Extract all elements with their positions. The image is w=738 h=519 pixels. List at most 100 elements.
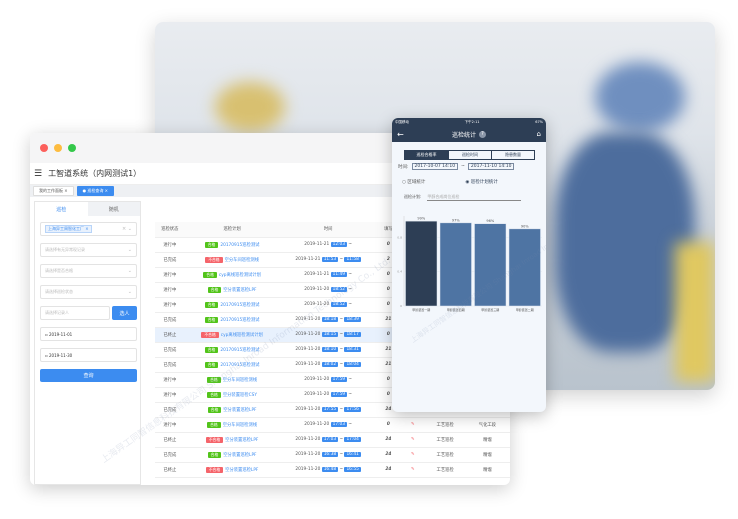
time-cell: 2019-11-20 17:03 ~ <box>279 417 377 433</box>
home-icon[interactable]: ⌂ <box>536 130 541 138</box>
maximize-dot-icon[interactable] <box>68 144 76 152</box>
col-time: 时间 <box>279 222 377 238</box>
menu-icon[interactable]: ☰ <box>34 168 43 179</box>
start-time: 11:49 <box>330 272 347 277</box>
result-badge: 不合格 <box>201 331 219 338</box>
x-tick-label: 甲醇装置一期 <box>412 307 430 312</box>
plan-link[interactable]: 空分车间巡检测线 <box>222 422 258 428</box>
plan-input[interactable]: 甲醇合成岗位巡检 <box>427 194 522 201</box>
x-tick-label: 甲醇装置二期 <box>516 307 534 312</box>
query-button[interactable]: 查询 <box>40 369 137 382</box>
plan-link[interactable]: 20170915巡检测试 <box>220 317 260 323</box>
date: 2019-11-20 <box>295 467 321 472</box>
data-label: 90% <box>521 224 529 228</box>
area-cell: 精馏 <box>464 432 510 448</box>
status-cell: 已完成 <box>155 402 185 418</box>
tab-my-dashboard[interactable]: 我的工作面板 × <box>33 186 74 196</box>
edit-icon[interactable]: ✎ <box>400 432 426 448</box>
time-from-field[interactable]: 2017-10-07 14:10 <box>411 163 459 170</box>
segment-hazards[interactable]: 隐患数量 <box>491 151 534 159</box>
plan-link[interactable]: 20170915巡检测试 <box>220 362 260 368</box>
start-time: 11:53 <box>321 257 339 262</box>
table-row[interactable]: 已终止 不合格 空分装置巡检LPF 2019-11-20 16:48 ~ 16:5… <box>155 462 510 478</box>
area-cell: 精馏 <box>464 447 510 463</box>
chevron-down-icon: × ⌄ <box>122 226 132 232</box>
time-to-field[interactable]: 2017-11-10 14:10 <box>467 163 515 170</box>
type-cell: 工艺巡检 <box>425 462 465 478</box>
tab-inspection-query[interactable]: ● 巡检查询 × <box>76 186 115 196</box>
y-tick-label: 0.4 <box>397 270 402 274</box>
placeholder: 请选择有无异常现记录 <box>45 247 85 252</box>
status-cell: 已终止 <box>155 462 185 478</box>
recorder-input[interactable]: 请选择记录人 <box>40 306 110 320</box>
plan-link[interactable]: 空分装置巡检LPF <box>223 452 257 458</box>
result-badge: 合格 <box>207 451 222 458</box>
clock: 下午2:11 <box>464 119 480 124</box>
qualified-select[interactable]: 请选择是否合格 ⌄ <box>40 264 137 278</box>
plan-link[interactable]: 空分装置巡检LPF <box>225 467 259 473</box>
result-badge: 不合格 <box>205 256 223 263</box>
plan-cell: 合格 cyp离线巡检测试计划 <box>184 267 280 283</box>
radio-area[interactable]: ○ 区域统计 <box>402 180 426 185</box>
start-time: 18:15 <box>321 332 339 337</box>
date-from-field[interactable]: ▫ 2019-11-01 <box>40 327 137 341</box>
status-cell: 进行中 <box>155 237 185 253</box>
plan-link[interactable]: 空分车间巡检测线 <box>222 377 258 383</box>
time-cell: 2019-11-20 17:59 ~ <box>279 372 377 388</box>
status-cell: 已终止 <box>155 432 185 448</box>
plan-link[interactable]: cyp离线巡检测试计划 <box>218 272 261 278</box>
plan-cell: 不合格 cyp离线巡检测试计划 <box>184 327 280 343</box>
phone-screen: 中国移动 下午2:11 67% ← 巡检统计 ? ⌂ 巡检合格率 巡检时间 隐患数量… <box>392 118 546 412</box>
status-cell: 已完成 <box>155 357 185 373</box>
data-label: 96% <box>486 219 494 223</box>
time-cell: 2019-11-21 11:53 ~ 11:58 <box>279 252 377 268</box>
plan-link[interactable]: 空分车间巡检测线 <box>224 257 259 263</box>
type-cell: 工艺巡检 <box>425 447 465 463</box>
status-cell: 进行中 <box>155 372 185 388</box>
plan-link[interactable]: 空分装置巡检LPF <box>223 287 257 293</box>
edit-icon[interactable]: ✎ <box>400 417 426 433</box>
status-select[interactable]: 请选择巡检状态 ⌄ <box>40 285 137 299</box>
plan-cell: 合格 20170915巡检测试 <box>184 237 280 253</box>
tab-random[interactable]: 随机 <box>87 202 140 216</box>
segment-time[interactable]: 巡检时间 <box>448 151 491 159</box>
end-time: 18:17 <box>344 332 361 337</box>
start-time: 18:52 <box>330 302 347 307</box>
help-icon[interactable]: ? <box>479 130 486 138</box>
close-dot-icon[interactable] <box>40 144 48 152</box>
abnormal-select[interactable]: 请选择有无异常现记录 ⌄ <box>40 243 137 257</box>
result-badge: 不合格 <box>205 466 224 473</box>
edit-icon[interactable]: ✎ <box>400 447 426 463</box>
plan-link[interactable]: 20170915巡检测试 <box>220 347 260 353</box>
plan-link[interactable]: 20170915巡检测试 <box>220 302 260 308</box>
time-cell: 2019-11-20 16:48 ~ 16:55 <box>279 462 377 478</box>
chevron-down-icon: ⌄ <box>127 289 132 295</box>
plan-link[interactable]: 20170915巡检测试 <box>220 242 260 248</box>
plan-link[interactable]: 空分装置巡检LPF <box>223 407 257 413</box>
start-time: 18:02 <box>321 362 339 367</box>
chevron-down-icon: ⌄ <box>127 247 132 253</box>
minimize-dot-icon[interactable] <box>54 144 62 152</box>
plan-link[interactable]: 空分装置巡检CSY <box>222 392 257 398</box>
date: 2019-11-20 <box>304 287 330 292</box>
pick-person-button[interactable]: 选人 <box>112 306 137 320</box>
back-arrow-icon[interactable]: ← <box>397 129 404 139</box>
bar <box>405 220 438 307</box>
table-row[interactable]: 已完成 合格 空分装置巡检LPF 2019-11-20 16:38 ~ 16:41… <box>155 447 510 463</box>
radio-plan[interactable]: ◉ 巡检计划统计 <box>465 180 498 185</box>
plan-link[interactable]: cyp离线巡检测试计划 <box>220 332 263 338</box>
edit-icon[interactable]: ✎ <box>400 462 426 478</box>
time-cell: 2019-11-20 17:59 ~ <box>279 387 377 403</box>
tab-inspection[interactable]: 巡检 <box>35 202 88 216</box>
time-cell: 2019-11-20 18:02 ~ 18:04 <box>279 357 377 373</box>
segment-pass-rate[interactable]: 巡检合格率 <box>405 151 448 159</box>
date-to-field[interactable]: ▫ 2019-11-30 <box>40 348 137 362</box>
time-cell: 2019-11-20 18:10 ~ 18:31 <box>279 342 377 358</box>
date: 2019-11-20 <box>295 407 321 412</box>
table-row[interactable]: 已终止 不合格 空分装置巡检LPF 2019-11-20 17:03 ~ 17:0… <box>155 432 510 448</box>
placeholder: 请选择是否合格 <box>45 268 73 273</box>
plan-link[interactable]: 空分装置巡检LPF <box>225 437 259 443</box>
factory-select[interactable]: 上海异工周智化工厂 × × ⌄ <box>40 222 137 236</box>
table-row[interactable]: 进行中 合格 空分车间巡检测线 2019-11-20 17:03 ~ 0 ✎ 工艺… <box>155 417 510 433</box>
end-time: 18:04 <box>344 362 361 367</box>
